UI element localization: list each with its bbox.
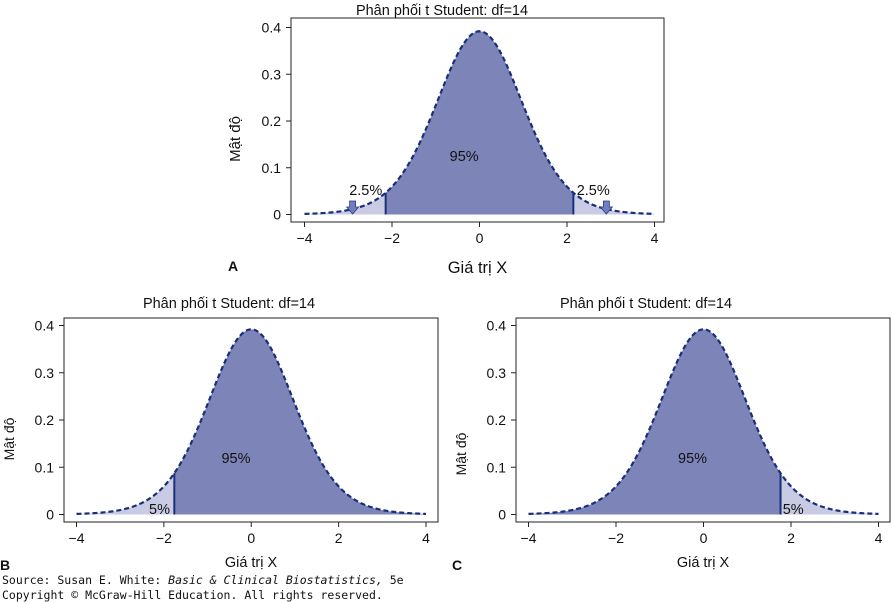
source-line: Source: Susan E. White: Basic & Clinical…	[2, 573, 404, 587]
y-tick-label: 0.4	[487, 318, 507, 334]
density-curve	[76, 328, 427, 515]
region-central-1	[385, 31, 574, 215]
source-book-title: Basic & Clinical Biostatistics,	[168, 573, 383, 587]
y-tick-label: 0	[46, 507, 54, 523]
region-label: 2.5%	[577, 183, 610, 199]
x-tick-label: 2	[335, 530, 343, 546]
y-tick-label: 0	[273, 207, 281, 223]
y-tick-label: 0.4	[262, 20, 282, 36]
panel-letter: C	[452, 557, 462, 573]
panel-c: −4 −2 0 2 4 0 0.1 0.2 0.3 0.4 Phân phối t Student:…	[452, 296, 891, 573]
x-tick-label: 0	[247, 530, 255, 546]
region-label: 95%	[221, 451, 250, 467]
y-tick-label: 0.4	[35, 318, 55, 334]
source-prefix: Source: Susan E. White:	[2, 573, 169, 587]
x-tick-label: 4	[651, 230, 659, 246]
region-tail-0	[76, 473, 175, 515]
panel-b: −4 −2 0 2 4 0 0.1 0.2 0.3 0.4 Phân phối t Student:…	[0, 296, 439, 573]
x-tick-label: −2	[608, 530, 624, 546]
x-tick-label: 2	[563, 230, 571, 246]
region-tail-1	[780, 473, 879, 515]
chart-title: Phân phối t Student: df=14	[356, 3, 528, 19]
x-tick-label: −2	[156, 530, 172, 546]
y-tick-label: 0.1	[262, 160, 282, 176]
y-tick-label: 0.2	[262, 113, 282, 129]
panel-letter: A	[228, 258, 238, 274]
region-central-1	[174, 329, 426, 515]
panel-letter: B	[0, 557, 10, 573]
x-tick-label: 2	[787, 530, 795, 546]
x-tick-label: 4	[422, 530, 430, 546]
y-tick-label: 0.3	[487, 365, 507, 381]
x-tick-label: −4	[69, 530, 85, 546]
panel-a: −4 −2 0 2 4 0 0.1 0.2 0.3 0.4 Phân phối t Student:…	[227, 3, 665, 277]
x-tick-label: −4	[521, 530, 537, 546]
y-tick-label: 0.3	[262, 66, 282, 82]
x-tick-label: 4	[875, 530, 883, 546]
density-curve	[304, 30, 655, 215]
y-tick-label: 0	[498, 507, 506, 523]
region-tail-2	[573, 192, 655, 215]
y-axis-label: Mật độ	[1, 417, 17, 460]
x-tick-label: 0	[700, 530, 708, 546]
region-label: 95%	[678, 451, 707, 467]
region-label: 5%	[783, 502, 804, 518]
y-axis-label: Mật độ	[227, 116, 244, 162]
y-tick-label: 0.1	[35, 459, 55, 475]
region-label: 5%	[149, 502, 170, 518]
x-tick-label: −2	[384, 230, 400, 246]
region-tail-0	[304, 192, 386, 215]
y-tick-label: 0.3	[35, 365, 55, 381]
region-label: 95%	[450, 149, 479, 165]
copyright-line: Copyright © McGraw-Hill Education. All r…	[2, 588, 383, 602]
tail-arrow	[345, 200, 360, 215]
x-tick-label: 0	[476, 230, 484, 246]
y-axis-label: Mật độ	[453, 432, 469, 475]
y-tick-label: 0.2	[35, 412, 55, 428]
x-axis-label: Giá trị X	[225, 555, 278, 571]
chart-title: Phân phối t Student: df=14	[560, 296, 732, 312]
x-axis-label: Giá trị X	[677, 555, 730, 571]
y-tick-label: 0.2	[487, 412, 507, 428]
y-tick-label: 0.1	[487, 459, 507, 475]
chart-title: Phân phối t Student: df=14	[143, 296, 315, 312]
source-edition: 5e	[382, 573, 404, 587]
density-curve	[528, 328, 879, 515]
region-central-0	[528, 329, 781, 515]
region-label: 2.5%	[349, 183, 382, 199]
x-tick-label: −4	[297, 230, 313, 246]
tail-arrow	[599, 200, 614, 215]
x-axis-label: Giá trị X	[448, 259, 508, 277]
